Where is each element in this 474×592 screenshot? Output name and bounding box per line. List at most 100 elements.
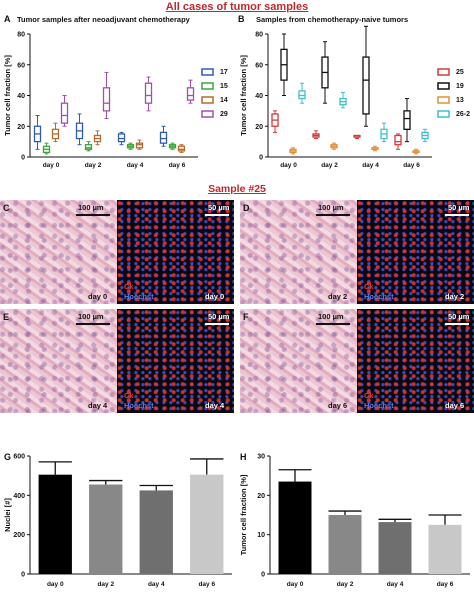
y-tick-label: 40: [255, 93, 263, 100]
day-label-right: day 6: [445, 401, 465, 410]
box-body: [144, 82, 153, 104]
y-tick-label: 0: [21, 155, 25, 162]
fluorescence-image: [357, 200, 474, 304]
box-body: [298, 90, 306, 100]
panel-c-letter: C: [3, 203, 10, 213]
hoechst-stain-label: Hoechst: [364, 292, 394, 301]
sample-title: Sample #25: [208, 183, 266, 195]
scale-bar-right: [205, 323, 229, 325]
panel-e-letter: E: [3, 312, 10, 322]
micrograph-panel-e: E 100 µm 50 µm day 4 Ck Hoechst day 4: [0, 309, 234, 413]
y-tick-label: 30: [257, 454, 265, 461]
legend-swatch: [201, 82, 214, 90]
panel-b-title: Samples from chemotherapy-naive tumors: [256, 15, 409, 24]
scale-bar-right: [445, 323, 469, 325]
y-tick-label: 40: [17, 93, 25, 100]
box-body: [362, 56, 370, 115]
legend-label: 17: [220, 69, 228, 76]
legend-swatch: [201, 68, 214, 76]
ck-stain-label: Ck: [364, 282, 374, 291]
y-tick-label: 0: [21, 572, 25, 579]
legend-swatch: [437, 82, 450, 90]
day-label-left: day 2: [328, 292, 348, 301]
bar: [89, 484, 123, 574]
y-tick-label: 0: [259, 155, 263, 162]
y-tick-label: 80: [17, 32, 25, 39]
bar: [278, 481, 312, 574]
y-axis-label: Tumor cell fraction [%]: [239, 474, 248, 555]
y-tick-label: 20: [255, 124, 263, 131]
x-tick-label: day 6: [169, 162, 186, 169]
x-tick-label: day 0: [47, 581, 64, 588]
x-tick-label: day 4: [127, 162, 144, 169]
y-tick-label: 600: [13, 454, 25, 461]
scale-bar-label-right: 50 µm: [448, 312, 470, 321]
fluorescence-image: [357, 309, 474, 413]
bar: [428, 524, 462, 574]
bar: [328, 515, 362, 574]
scale-bar-label-right: 50 µm: [448, 203, 470, 212]
micrograph-panel-d: D 100 µm 50 µm day 2 Ck Hoechst day 2: [240, 200, 474, 304]
box-body: [60, 102, 69, 124]
fluorescence-image: [117, 309, 234, 413]
he-stain-image: [240, 200, 357, 304]
y-tick-label: 80: [255, 32, 263, 39]
day-label-right: day 0: [205, 292, 225, 301]
x-tick-label: day 2: [321, 162, 338, 169]
day-label-left: day 6: [328, 401, 348, 410]
bar: [139, 490, 173, 574]
day-label-right: day 4: [205, 401, 225, 410]
ck-stain-label: Ck: [124, 282, 134, 291]
chart-g-bar: 0 200 400 600 Nuclei [#] day 0 day 2 day 4 day 6: [3, 454, 232, 588]
chart-b-boxplot: 0 20 40 60 80 Tumor cell fraction [%] day 0 day…: [239, 25, 470, 169]
chart-h-bar: 0 10 20 30 Tumor cell fraction [%] day 0 day 2…: [239, 454, 470, 588]
micrograph-panel-c: C 100 µm 50 µm day 0 Ck Hoechst day 0: [0, 200, 234, 304]
y-tick-label: 60: [17, 62, 25, 69]
figure-main-title: All cases of tumor samples: [165, 1, 309, 13]
ck-stain-label: Ck: [364, 391, 374, 400]
day-label-left: day 0: [88, 292, 108, 301]
panel-g-letter: G: [4, 452, 12, 462]
scale-bar-left: [316, 214, 350, 216]
scale-bar-left: [76, 323, 110, 325]
legend-label: 13: [456, 97, 464, 104]
box-body: [117, 133, 126, 143]
x-tick-label: day 4: [362, 162, 379, 169]
legend-label: 29: [220, 111, 228, 118]
scale-bar-label-left: 100 µm: [318, 203, 344, 212]
fluorescence-image: [117, 200, 234, 304]
scale-bar-label-right: 50 µm: [208, 203, 230, 212]
scale-bar-left: [316, 323, 350, 325]
y-tick-label: 20: [257, 493, 265, 500]
panel-a-title: Tumor samples after neoadjuvant chemothe…: [17, 15, 190, 24]
bar: [190, 474, 224, 574]
legend-swatch: [437, 96, 450, 104]
legend-swatch: [437, 68, 450, 76]
legend-label: 25: [456, 69, 464, 76]
x-tick-label: day 6: [198, 581, 215, 588]
day-label-right: day 2: [445, 292, 465, 301]
x-tick-label: day 2: [337, 581, 354, 588]
box-body: [186, 87, 195, 101]
panel-a-letter: A: [4, 14, 11, 24]
box-body: [403, 110, 411, 130]
box-body: [394, 134, 402, 146]
hoechst-stain-label: Hoechst: [364, 401, 394, 410]
scale-bar-right: [445, 214, 469, 216]
y-tick-label: 60: [255, 62, 263, 69]
scale-bar-left: [76, 214, 110, 216]
he-stain-image: [0, 200, 117, 304]
x-tick-label: day 2: [85, 162, 102, 169]
legend-label: 14: [220, 97, 228, 104]
legend-swatch: [201, 110, 214, 118]
box-body: [135, 142, 144, 149]
panel-h-letter: H: [240, 452, 247, 462]
x-tick-label: day 6: [437, 581, 454, 588]
bar: [38, 474, 72, 574]
day-label-left: day 4: [88, 401, 108, 410]
box-body: [84, 144, 93, 150]
legend-label: 19: [456, 83, 464, 90]
micrograph-panel-f: F 100 µm 50 µm day 6 Ck Hoechst day 6: [240, 309, 474, 413]
x-tick-label: day 0: [287, 581, 304, 588]
scale-bar-label-left: 100 µm: [78, 203, 104, 212]
